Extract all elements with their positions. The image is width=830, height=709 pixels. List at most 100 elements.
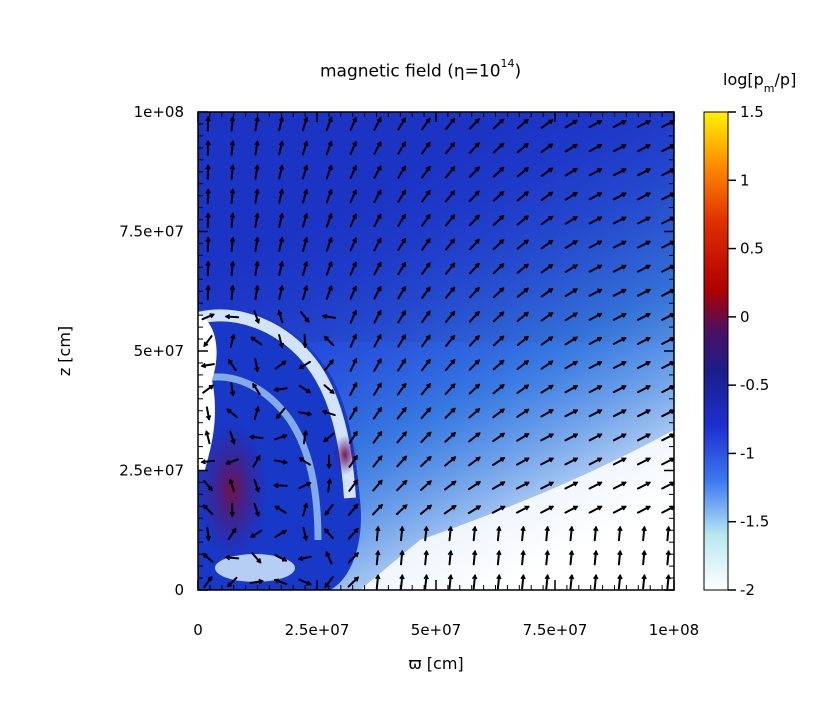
field-arrow-head	[204, 430, 210, 436]
field-arrow	[325, 189, 333, 204]
field-arrow-head	[250, 336, 256, 342]
field-arrow-head	[303, 164, 309, 171]
field-arrow-head	[621, 481, 627, 487]
field-arrow	[254, 237, 259, 252]
field-arrow-head	[353, 503, 359, 509]
field-arrow	[397, 141, 407, 155]
field-arrow-head	[544, 549, 550, 556]
field-arrow-head	[375, 549, 381, 556]
field-arrow-head	[281, 360, 287, 366]
field-arrow-head	[474, 335, 480, 341]
field-arrow	[516, 263, 529, 274]
field-arrow	[420, 383, 431, 396]
field-arrow-head	[475, 408, 481, 414]
field-arrow	[445, 118, 456, 130]
field-arrow	[302, 213, 308, 228]
field-arrow-head	[401, 382, 407, 388]
field-arrow	[540, 312, 554, 322]
field-arrow-head	[499, 287, 505, 293]
field-arrow	[612, 120, 627, 128]
field-arrow-head	[597, 240, 603, 246]
field-arrow	[468, 142, 480, 154]
field-arrow	[642, 574, 646, 590]
field-arrow-head	[471, 574, 478, 580]
field-arrow	[448, 526, 452, 542]
field-arrow	[325, 551, 333, 565]
field-arrow	[637, 168, 651, 177]
field-arrow	[637, 361, 651, 369]
field-arrow-head	[641, 574, 647, 580]
field-arrow-head	[426, 504, 432, 510]
field-arrow-head	[450, 310, 456, 316]
field-arrow-head	[302, 429, 308, 436]
field-arrow-head	[401, 237, 406, 243]
field-arrow-head	[572, 264, 578, 270]
field-arrow-head	[327, 237, 333, 243]
field-arrow-head	[475, 505, 482, 511]
field-arrow-head	[450, 359, 456, 365]
field-arrow-head	[425, 238, 431, 244]
field-arrow-head	[645, 240, 651, 246]
field-arrow	[302, 526, 308, 541]
field-arrow-head	[496, 574, 502, 580]
field-arrow	[349, 141, 357, 155]
field-arrow	[516, 457, 530, 466]
field-arrow-head	[376, 261, 382, 267]
field-arrow	[249, 580, 264, 584]
field-arrow-head	[303, 285, 309, 291]
field-arrow	[637, 481, 651, 490]
colorbar-title-suffix: /p]	[774, 70, 797, 89]
field-arrow	[323, 335, 335, 347]
field-arrow	[348, 479, 359, 492]
field-arrow-head	[597, 336, 603, 342]
field-arrow	[588, 288, 603, 297]
field-arrow	[373, 165, 382, 179]
field-arrow-head	[548, 239, 554, 245]
field-arrow	[230, 261, 234, 277]
field-arrow	[323, 384, 335, 395]
field-arrow	[230, 164, 234, 180]
field-arrow-head	[200, 362, 207, 369]
colorbar-title: log[pm/p]	[723, 70, 797, 95]
field-arrow	[540, 457, 554, 466]
field-arrow-head	[548, 312, 554, 318]
field-arrow	[521, 526, 525, 542]
field-arrow	[516, 167, 529, 178]
field-arrow-head	[597, 385, 603, 390]
field-arrow-head	[621, 264, 627, 270]
field-arrow	[349, 334, 357, 348]
field-arrow-head	[474, 286, 480, 293]
field-arrow-head	[423, 574, 429, 580]
field-arrow-head	[324, 528, 330, 534]
field-arrow-head	[425, 189, 431, 196]
field-arrow-head	[572, 433, 579, 439]
field-arrow-head	[231, 527, 237, 533]
field-arrow-head	[353, 454, 358, 461]
x-tick-label: 0	[193, 621, 203, 639]
field-arrow-head	[228, 478, 234, 484]
field-arrow	[540, 360, 554, 370]
field-arrow-head	[254, 318, 261, 324]
axis-white-region	[198, 315, 217, 470]
field-arrow	[445, 262, 456, 275]
field-arrow-head	[645, 433, 651, 439]
field-arrow-head	[376, 213, 382, 219]
field-arrow	[252, 383, 261, 396]
field-arrow-head	[645, 336, 651, 342]
field-arrow	[202, 384, 214, 394]
field-arrow	[444, 359, 456, 371]
field-arrow-head	[568, 574, 575, 580]
field-arrow-head	[274, 505, 280, 511]
field-arrow-head	[230, 439, 236, 445]
field-arrow-head	[327, 212, 333, 219]
field-arrow	[253, 406, 260, 420]
field-arrow-head	[377, 455, 383, 461]
field-arrow	[468, 359, 480, 371]
field-arrow-head	[324, 582, 330, 588]
field-arrow-head	[523, 119, 529, 124]
field-arrow-head	[401, 213, 406, 219]
colorbar-tick-label: -2	[740, 581, 755, 599]
field-arrow	[419, 504, 432, 515]
field-arrow	[492, 263, 505, 275]
field-arrow	[492, 335, 505, 347]
